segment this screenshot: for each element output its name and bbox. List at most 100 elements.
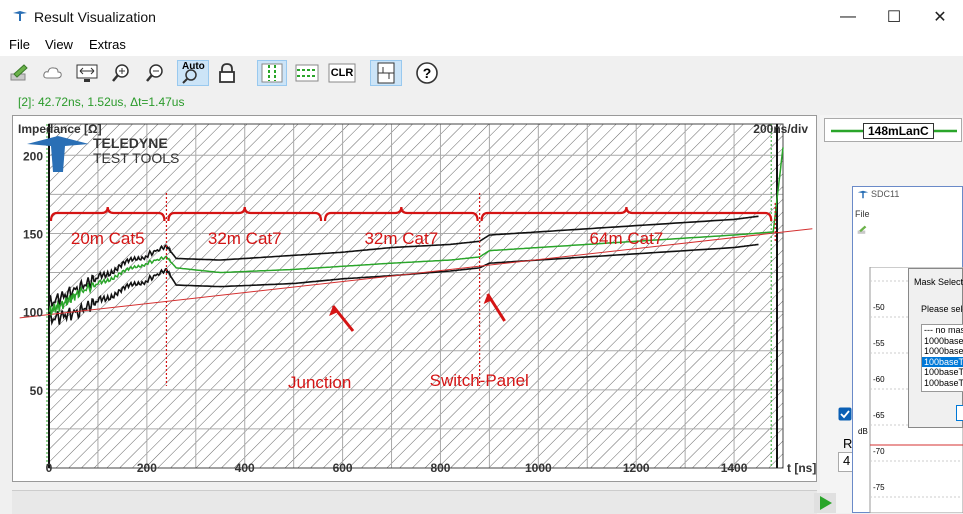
annotation-arrowhead	[329, 306, 339, 316]
x-tick-label: 1200	[623, 461, 650, 475]
auto-label: Auto	[182, 61, 205, 72]
play-icon[interactable]	[814, 493, 836, 513]
sdc-ytick-5: -75	[873, 483, 885, 492]
mask-selection-dialog[interactable]: Mask Selection Please select --- no mask…	[908, 268, 963, 428]
segment-label: 32m Cat7	[208, 229, 282, 248]
clear-icon	[328, 63, 356, 83]
envelope-upper-line	[48, 215, 759, 307]
teledyne-logo-icon	[27, 136, 89, 172]
envelope-lower-line	[48, 243, 759, 326]
annotation-arrowhead	[483, 294, 493, 304]
maximize-button[interactable]: ☐	[886, 9, 902, 26]
segment-bracket	[323, 206, 479, 222]
sdc-app-icon	[857, 190, 869, 199]
bottom-bar	[12, 490, 836, 514]
split-view-icon	[377, 62, 395, 84]
split-view-button[interactable]	[370, 60, 402, 86]
checkbox-icon[interactable]	[838, 407, 852, 421]
menu-extras[interactable]: Extras	[89, 37, 126, 52]
fit-screen-icon	[76, 64, 98, 82]
sdc-y-unit: dB	[858, 427, 868, 436]
cursor-readout: [2]: 42.72ns, 1.52us, Δt=1.47us	[18, 95, 185, 109]
sdc-ytick-4: -70	[873, 447, 885, 456]
annotation-label: Switch-Panel	[430, 371, 529, 390]
horizontal-cursors-icon	[295, 64, 319, 82]
x-axis-label: t [ns]	[787, 461, 816, 475]
horizontal-cursors-button[interactable]	[292, 60, 322, 86]
mask-option[interactable]: 1000baseT1	[924, 335, 963, 346]
clear-button[interactable]: CLR	[327, 60, 357, 86]
y-tick-label: 50	[30, 384, 44, 398]
x-tick-label: 600	[333, 461, 353, 475]
sdc11-window[interactable]: SDC11 File dB -50 -55 -60 -65 -70 -75	[852, 186, 963, 513]
mask-list[interactable]: --- no mask 1000baseT1 1000baseT1 100bas…	[921, 324, 963, 392]
menu-bar: File View Extras	[0, 34, 963, 56]
x-tick-label: 1000	[525, 461, 552, 475]
window-title: Result Visualization	[34, 9, 156, 25]
mask-option-selected[interactable]: 100baseT1-	[922, 356, 963, 367]
sdc-ytick-0: -50	[873, 303, 885, 312]
mask-dialog-title: Mask Selection	[914, 277, 963, 287]
sdc-ytick-1: -55	[873, 339, 885, 348]
vertical-cursors-button[interactable]	[257, 60, 287, 86]
segment-label: 64m Cat7	[590, 229, 664, 248]
edit-button[interactable]	[6, 60, 32, 86]
brand-line-1: TELEDYNE	[93, 135, 168, 151]
auto-scale-icon	[182, 69, 197, 84]
sdc-ytick-3: -65	[873, 411, 885, 420]
menu-file[interactable]: File	[9, 37, 30, 52]
mask-ok-button[interactable]	[956, 405, 963, 421]
y-axis-label: Impedance [Ω]	[18, 122, 102, 136]
mask-option[interactable]: 100baseT1-	[924, 367, 963, 377]
mask-option[interactable]: 1000baseT1	[924, 346, 963, 356]
sdc-menu-file[interactable]: File	[855, 209, 870, 219]
y-tick-label: 100	[23, 306, 43, 320]
mask-option[interactable]: 100baseT1-	[924, 377, 963, 388]
scale-label: 200ns/div	[753, 122, 808, 136]
y-tick-label: 150	[23, 227, 43, 241]
zoom-out-icon	[146, 64, 163, 82]
x-tick-label: 400	[235, 461, 255, 475]
cloud-icon	[43, 67, 62, 79]
sdc-ytick-2: -60	[873, 375, 885, 384]
help-label: ?	[422, 65, 432, 81]
impedance-plot-frame[interactable]: 20m Cat5 32m Cat7 32m Cat7 64m Cat7 Junction…	[12, 115, 817, 482]
legend[interactable]: 148mLanC	[824, 118, 962, 142]
auto-scale-button[interactable]: Auto	[177, 60, 209, 86]
segment-label: 20m Cat5	[71, 229, 145, 248]
plot-hatch-background	[49, 124, 783, 468]
zoom-out-button[interactable]	[142, 60, 168, 86]
zoom-in-button[interactable]	[108, 60, 134, 86]
help-button[interactable]: ?	[414, 60, 440, 86]
sdc-title: SDC11	[871, 189, 900, 199]
cloud-button[interactable]	[40, 60, 66, 86]
segment-bracket	[49, 206, 166, 222]
segment-bracket	[167, 206, 323, 222]
menu-view[interactable]: View	[45, 37, 73, 52]
clr-label: CLR	[330, 67, 354, 79]
annotation-label: Junction	[288, 373, 351, 392]
lock-icon	[219, 63, 235, 83]
x-tick-label: 0	[46, 461, 53, 475]
brand-line-2: TEST TOOLS	[93, 150, 180, 166]
reference-line	[19, 228, 813, 319]
sdc-edit-icon[interactable]	[856, 224, 868, 236]
lock-button[interactable]	[214, 60, 240, 86]
segment-label: 32m Cat7	[364, 229, 438, 248]
vertical-cursors-icon	[261, 63, 283, 83]
segment-bracket	[480, 206, 773, 222]
minimize-button[interactable]: —	[840, 8, 856, 25]
mask-dialog-prompt: Please select	[921, 304, 963, 314]
mask-option[interactable]: --- no mask	[924, 325, 963, 335]
title-bar: Result Visualization — ☐ ✕	[0, 0, 963, 34]
close-button[interactable]: ✕	[933, 9, 947, 26]
toolbar: Auto CLR ?	[0, 57, 963, 91]
zoom-in-icon	[112, 64, 129, 82]
impedance-plot[interactable]: 20m Cat5 32m Cat7 32m Cat7 64m Cat7 Junction…	[13, 116, 816, 481]
fit-screen-button[interactable]	[74, 60, 100, 86]
help-icon	[416, 62, 438, 84]
x-tick-label: 200	[137, 461, 157, 475]
x-tick-label: 1400	[721, 461, 748, 475]
edit-icon	[10, 64, 28, 81]
x-tick-label: 800	[430, 461, 450, 475]
